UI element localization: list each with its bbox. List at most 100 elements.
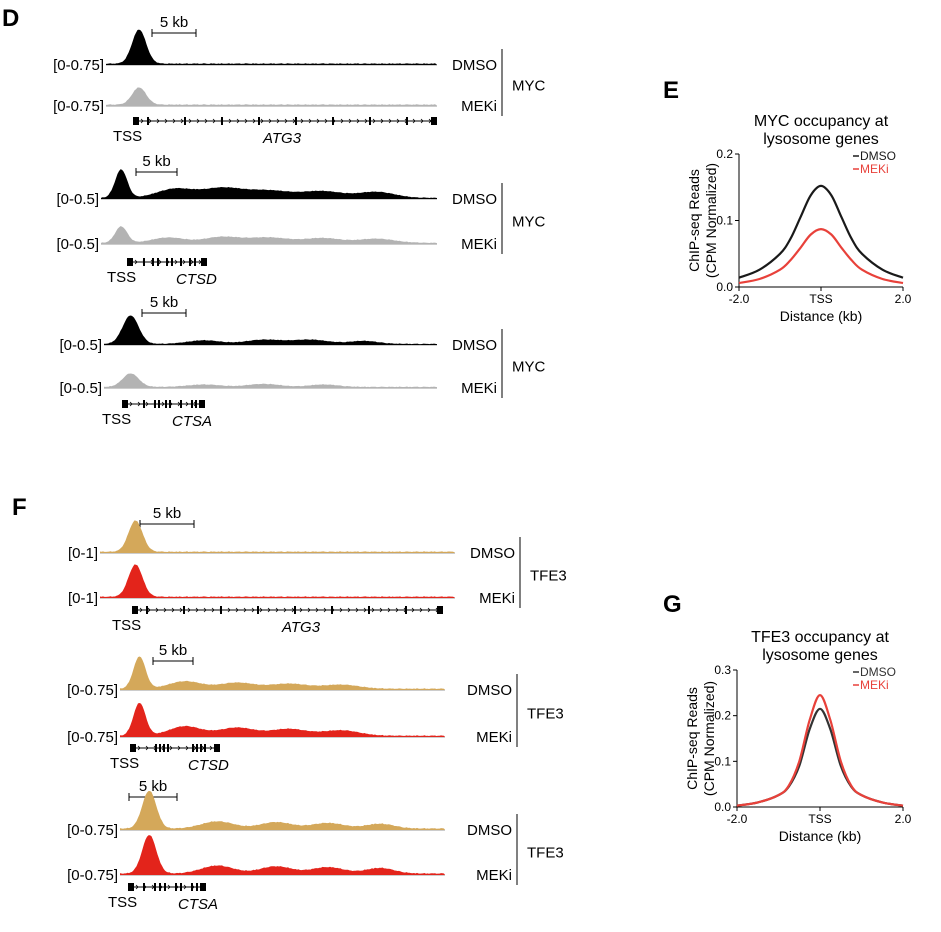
track-signal-meki [100,564,455,598]
panel-f-tracks: 5 kb [0-1] DMSO [0-1] MEKi TFE3 TSS ATG3 5 kb [0-… [67,505,567,913]
strand-arrow [188,118,192,124]
series-line-dmso [736,707,904,807]
strand-arrow [147,607,151,613]
track-signal-meki [106,87,437,106]
strand-arrow [163,607,167,613]
gene-exon [191,400,193,408]
scale-bar-label: 5 kb [159,642,187,659]
gene-exon [196,883,198,891]
scale-bar-label: 5 kb [139,778,167,795]
strand-arrow [140,118,144,124]
gene-exon [128,883,134,891]
panel-d-tracks: 5 kb [0-0.75] DMSO [0-0.75] MEKi MYC TSS ATG3 5 … [53,14,545,430]
strand-arrow [243,607,247,613]
strand-arrow [299,607,303,613]
strand-arrow [235,607,239,613]
y-axis-label: ChIP-seq Reads [684,687,700,790]
strand-arrow [324,118,328,124]
condition-label-meki: MEKi [461,236,497,253]
strand-arrow [260,118,264,124]
x-tick-label: 2.0 [895,812,912,826]
strand-arrow [185,401,189,407]
strand-arrow [203,607,207,613]
strand-arrow [134,259,138,265]
track-signal-meki [101,226,437,244]
strand-arrow [174,259,178,265]
gene-exon [199,400,205,408]
gene-exon [405,606,407,614]
tss-label: TSS [112,617,141,634]
strand-arrow [396,118,400,124]
track-signal-dmso [106,29,437,66]
gene-exon [258,117,260,125]
condition-label-meki: MEKi [461,98,497,115]
strand-arrow [412,118,416,124]
strand-arrow [244,118,248,124]
strand-arrow [323,607,327,613]
strand-arrow [155,607,159,613]
gene-exon [122,400,128,408]
strand-arrow [190,259,194,265]
panel-letter-g: G [663,591,682,618]
gene-exon [133,117,139,125]
gene-exon [165,400,167,408]
gene-exon [163,744,165,752]
gene-exon [368,606,370,614]
gene-name: CTSD [176,271,217,288]
gene-exon [191,883,193,891]
strand-arrow [167,884,171,890]
strand-arrow [283,607,287,613]
series-line-dmso [738,184,904,279]
scale-bar-label: 5 kb [153,505,181,522]
track-range-label: [0-0.5] [59,337,102,354]
strand-arrow [388,118,392,124]
strand-arrow [315,607,319,613]
strand-arrow [276,118,280,124]
y-axis-label: (CPM Normalized) [703,163,719,278]
strand-arrow [137,745,141,751]
strand-arrow [183,884,187,890]
strand-arrow [185,745,189,751]
condition-label-meki: MEKi [479,590,515,607]
strand-arrow [427,607,431,613]
tss-label: TSS [108,894,137,911]
strand-arrow [316,118,320,124]
gene-exon [257,606,259,614]
condition-label-dmso: DMSO [467,822,512,839]
gene-exon [183,606,185,614]
track-signal-dmso [101,169,437,199]
condition-label-dmso: DMSO [470,545,515,562]
strand-arrow [179,607,183,613]
gene-exon [159,744,161,752]
gene-exon [143,258,145,266]
legend-label-meki: MEKi [860,162,889,176]
gene-exon [155,744,157,752]
condition-label-meki: MEKi [476,729,512,746]
condition-label-dmso: DMSO [452,337,497,354]
strand-arrow [275,607,279,613]
gene-name: CTSD [188,757,229,774]
gene-exon [189,258,191,266]
factor-label: TFE3 [527,845,564,862]
series-line-meki [736,693,904,807]
y-tick-label: 0.1 [714,754,731,768]
tss-label: TSS [113,128,142,145]
strand-arrow [135,884,139,890]
strand-arrow [284,118,288,124]
gene-exon [127,258,133,266]
x-tick-label: -2.0 [729,292,750,306]
gene-exon [166,258,168,266]
gene-exon [369,117,371,125]
factor-label: TFE3 [530,568,567,585]
strand-arrow [308,118,312,124]
factor-label: MYC [512,359,546,376]
strand-arrow [339,607,343,613]
track-range-label: [0-1] [68,545,98,562]
gene-exon [171,258,173,266]
strand-arrow [169,745,173,751]
track-range-label: [0-0.75] [67,822,118,839]
gene-exon [331,606,333,614]
track-range-label: [0-0.75] [67,682,118,699]
gene-exon [332,117,334,125]
